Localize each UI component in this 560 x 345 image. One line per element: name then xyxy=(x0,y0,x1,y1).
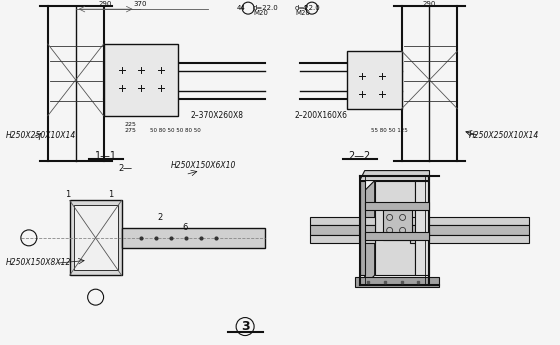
Text: 370: 370 xyxy=(134,1,147,7)
Polygon shape xyxy=(310,235,375,243)
Text: 6: 6 xyxy=(183,223,188,233)
Polygon shape xyxy=(365,233,430,240)
Text: H250X150X6X10: H250X150X6X10 xyxy=(170,160,236,170)
Bar xyxy=(104,44,178,116)
Text: 225: 225 xyxy=(124,122,137,127)
Polygon shape xyxy=(310,225,375,235)
Polygon shape xyxy=(365,203,430,210)
Text: 2―: 2― xyxy=(119,164,132,172)
Polygon shape xyxy=(409,225,529,235)
Text: 4: 4 xyxy=(303,5,307,11)
Text: 2: 2 xyxy=(158,214,163,223)
Polygon shape xyxy=(360,170,430,180)
Polygon shape xyxy=(375,180,414,275)
Text: 2—2: 2—2 xyxy=(349,151,371,161)
Bar xyxy=(347,51,402,109)
Polygon shape xyxy=(409,217,529,225)
Text: d=22.0: d=22.0 xyxy=(253,5,279,11)
Text: 275: 275 xyxy=(124,128,137,133)
Text: 2–200X160X6: 2–200X160X6 xyxy=(295,111,348,120)
Polygon shape xyxy=(360,180,365,275)
Text: 1—1: 1—1 xyxy=(95,151,116,161)
Text: 290: 290 xyxy=(423,1,436,7)
Text: 2–370X260X8: 2–370X260X8 xyxy=(190,111,243,120)
Text: 55 80 50 125: 55 80 50 125 xyxy=(371,128,408,133)
Polygon shape xyxy=(310,217,375,225)
Text: M20: M20 xyxy=(253,10,268,16)
Bar xyxy=(69,200,122,275)
Bar xyxy=(122,228,265,248)
Text: H250X250X10X14: H250X250X10X14 xyxy=(6,131,76,140)
Polygon shape xyxy=(409,235,529,243)
Text: d=22.0: d=22.0 xyxy=(295,5,321,11)
Text: 1: 1 xyxy=(108,190,113,199)
Bar xyxy=(74,206,118,270)
Text: 1: 1 xyxy=(65,190,71,199)
Polygon shape xyxy=(354,277,440,287)
Polygon shape xyxy=(365,180,375,285)
Text: H250X150X8X12: H250X150X8X12 xyxy=(6,258,71,267)
Text: M20: M20 xyxy=(295,10,310,16)
Text: 44: 44 xyxy=(237,5,245,11)
Text: 290: 290 xyxy=(99,1,112,7)
Text: 3: 3 xyxy=(241,320,249,333)
Text: H250X250X10X14: H250X250X10X14 xyxy=(469,131,539,140)
Text: 50 80 50 50 80 50: 50 80 50 50 80 50 xyxy=(150,128,200,133)
Polygon shape xyxy=(382,206,412,240)
Polygon shape xyxy=(414,180,430,275)
